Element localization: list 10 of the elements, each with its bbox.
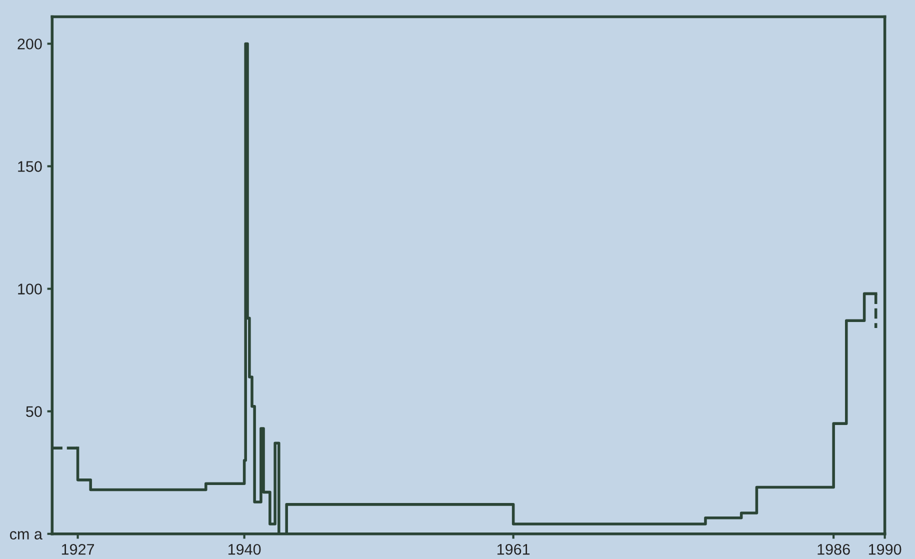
x-tick-label: 1940	[228, 544, 261, 555]
y-tick-label: 200	[18, 38, 42, 50]
y-tick-label: 150	[18, 161, 42, 172]
x-tick-label: 1961	[497, 544, 530, 555]
y-tick-label: 50	[26, 406, 42, 417]
y-tick-label: cm a	[10, 531, 42, 540]
x-tick-label: 1927	[62, 544, 94, 555]
y-tick-label: 100	[18, 284, 42, 294]
x-tick-label: 1990	[868, 544, 902, 555]
x-tick-label: 1986	[818, 544, 850, 555]
